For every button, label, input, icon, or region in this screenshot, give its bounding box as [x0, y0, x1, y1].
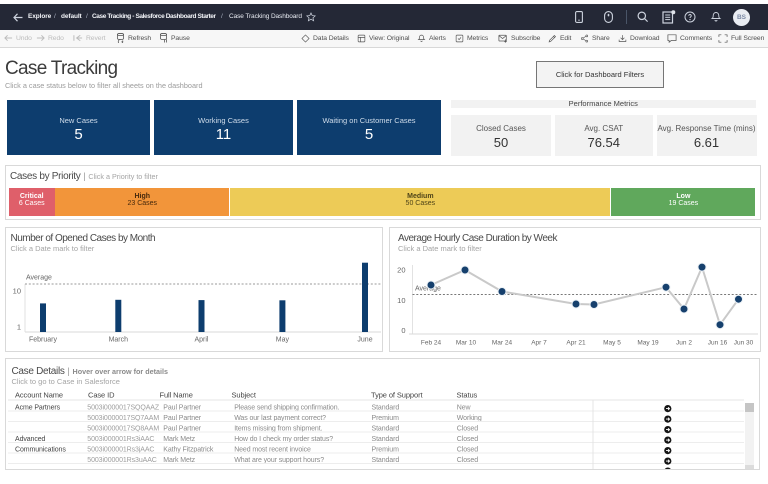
svg-text:Jun 16: Jun 16 — [708, 340, 728, 347]
svg-text:Feb 24: Feb 24 — [421, 340, 442, 347]
svg-text:Need most recent invoice: Need most recent invoice — [234, 447, 311, 454]
svg-text:May: May — [276, 337, 290, 344]
svg-text:10: 10 — [397, 296, 405, 305]
svg-text:Closed: Closed — [457, 436, 478, 443]
svg-text:May 5: May 5 — [603, 340, 621, 347]
svg-text:Was our last payment correct?: Was our last payment correct? — [234, 415, 326, 422]
svg-text:Mar 10: Mar 10 — [456, 340, 477, 347]
svg-text:Jun 2: Jun 2 — [676, 340, 692, 347]
svg-text:March: March — [109, 337, 129, 344]
svg-text:Standard: Standard — [372, 436, 400, 443]
svg-text:February: February — [29, 337, 58, 344]
svg-text:April: April — [194, 337, 208, 344]
svg-text:Kathy Fitzpatrick: Kathy Fitzpatrick — [163, 447, 214, 454]
svg-text:5003i0000017SQQAAZ: 5003i0000017SQQAAZ — [87, 405, 160, 412]
svg-text:5003i000001Rs3jAAC: 5003i000001Rs3jAAC — [87, 447, 154, 454]
svg-text:10: 10 — [13, 287, 21, 296]
svg-text:New: New — [457, 405, 472, 412]
svg-text:June: June — [357, 337, 372, 344]
svg-text:Closed: Closed — [457, 447, 478, 454]
svg-text:Paul Partner: Paul Partner — [163, 415, 201, 422]
svg-text:Apr 21: Apr 21 — [566, 340, 586, 347]
svg-text:Paul Partner: Paul Partner — [163, 405, 201, 412]
svg-text:5003i000001Rs3iAAC: 5003i000001Rs3iAAC — [87, 436, 154, 443]
svg-text:Jun 30: Jun 30 — [734, 340, 754, 347]
svg-text:Full Name: Full Name — [160, 391, 193, 400]
svg-text:Type of Support: Type of Support — [371, 391, 423, 400]
svg-text:Paul Partner: Paul Partner — [163, 426, 201, 433]
svg-text:20: 20 — [397, 266, 405, 275]
svg-text:Communications: Communications — [15, 447, 66, 454]
svg-text:Status: Status — [457, 391, 478, 400]
svg-text:Standard: Standard — [372, 405, 400, 412]
svg-text:May 19: May 19 — [637, 340, 659, 347]
svg-text:Premium: Premium — [372, 447, 400, 454]
svg-text:Mar 24: Mar 24 — [492, 340, 513, 347]
svg-text:Closed: Closed — [457, 457, 478, 464]
svg-text:5003i0000017SQ8AAM: 5003i0000017SQ8AAM — [87, 426, 159, 433]
svg-text:Premium: Premium — [372, 415, 400, 422]
svg-text:5003i000001Rs3uAAC: 5003i000001Rs3uAAC — [87, 457, 156, 464]
svg-text:Standard: Standard — [372, 457, 400, 464]
svg-text:How do I check my order status: How do I check my order status? — [234, 436, 333, 443]
svg-text:Acme Partners: Acme Partners — [15, 405, 61, 412]
svg-text:Average: Average — [415, 286, 441, 293]
svg-text:Mark Metz: Mark Metz — [163, 457, 195, 464]
svg-text:Working: Working — [457, 415, 482, 422]
svg-text:1: 1 — [17, 323, 21, 332]
svg-text:Apr 7: Apr 7 — [531, 340, 547, 347]
svg-text:Items missing from shipment.: Items missing from shipment. — [234, 426, 322, 433]
svg-text:Mark Metz: Mark Metz — [163, 436, 195, 443]
svg-text:5003i0000017SQ7AAM: 5003i0000017SQ7AAM — [87, 415, 159, 422]
svg-text:Average: Average — [26, 275, 52, 282]
svg-text:Case ID: Case ID — [88, 391, 115, 400]
svg-text:What are your support hours?: What are your support hours? — [234, 457, 324, 464]
svg-text:Closed: Closed — [457, 426, 478, 433]
svg-text:Standard: Standard — [372, 426, 400, 433]
svg-text:Account Name: Account Name — [15, 391, 63, 400]
svg-text:Advanced: Advanced — [15, 436, 46, 443]
svg-text:Please send shipping confirmat: Please send shipping confirmation. — [234, 405, 339, 412]
svg-text:Subject: Subject — [232, 391, 257, 400]
svg-text:0: 0 — [401, 326, 405, 335]
